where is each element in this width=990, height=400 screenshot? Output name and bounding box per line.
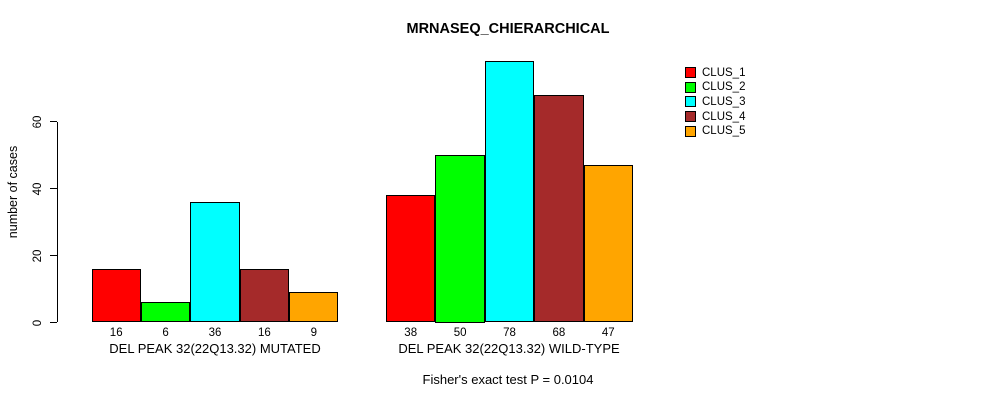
y-tick-mark: [50, 254, 57, 257]
bar-value-label: 78: [503, 327, 516, 339]
legend-label: CLUS_1: [702, 66, 746, 79]
legend-label: CLUS_4: [702, 110, 746, 123]
y-tick-label: 0: [32, 319, 44, 326]
bar-value-label: 36: [208, 327, 222, 339]
fisher-test-annotation: Fisher's exact test P = 0.0104: [422, 372, 594, 387]
chart-title: MRNASEQ_CHIERARCHICAL: [406, 21, 610, 37]
bar-value-label: 68: [552, 327, 566, 339]
bar-clus_3: [484, 61, 535, 323]
bar-clus_5: [289, 292, 339, 323]
legend-label: CLUS_2: [702, 81, 746, 94]
legend-swatch-clus_3: [685, 96, 696, 108]
x-group-label-mutated: DEL PEAK 32(22Q13.32) MUTATED: [109, 341, 321, 356]
bar-clus_2: [140, 302, 191, 323]
bar-value-label: 16: [257, 327, 271, 339]
legend-label: CLUS_5: [702, 125, 746, 138]
legend-swatch-clus_4: [685, 111, 696, 123]
y-tick-mark: [50, 120, 57, 123]
bar-clus_4: [239, 268, 290, 323]
legend-swatch-clus_2: [685, 81, 696, 93]
bar-value-label: 9: [310, 327, 317, 339]
y-tick-mark: [50, 187, 57, 190]
bar-clus_4: [534, 94, 584, 323]
bar-clus_2: [435, 155, 485, 323]
bar-clus_1: [386, 195, 436, 323]
y-axis-title: number of cases: [6, 145, 20, 239]
bar-clus_5: [583, 165, 633, 323]
bar-value-label: 47: [601, 327, 615, 339]
bar-value-label: 38: [404, 327, 418, 339]
y-tick-label: 40: [32, 182, 44, 195]
y-tick-label: 20: [32, 249, 44, 262]
legend-label: CLUS_3: [702, 95, 746, 108]
bar-clus_3: [190, 201, 240, 323]
legend-swatch-clus_5: [685, 125, 696, 137]
bar-value-label: 16: [109, 327, 123, 339]
bar-value-label: 6: [162, 327, 169, 339]
y-tick-label: 60: [32, 115, 44, 128]
y-axis-line: [56, 122, 59, 322]
x-group-label-wildtype: DEL PEAK 32(22Q13.32) WILD-TYPE: [398, 341, 620, 356]
bar-clus_1: [91, 268, 141, 323]
bar-value-label: 50: [453, 327, 467, 339]
legend-swatch-clus_1: [685, 67, 696, 78]
y-tick-mark: [50, 321, 57, 324]
